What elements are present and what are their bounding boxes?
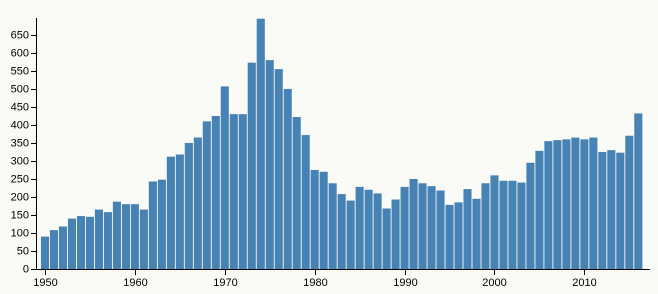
bar [58,226,68,269]
bar [40,236,50,269]
bar [436,190,445,269]
y-tick-label: 450 [11,101,29,113]
bar [589,137,598,269]
bar [535,150,544,269]
y-tick-label: 600 [11,47,29,59]
bar [355,186,364,269]
bar [337,194,346,269]
bar [472,198,481,269]
bar [382,208,391,269]
bar [166,156,175,269]
y-tick-label: 500 [11,83,29,95]
y-tick-label: 650 [11,29,29,41]
bar [328,183,337,269]
bar [553,140,562,269]
bar [220,86,229,269]
y-tick-label: 150 [11,209,29,221]
bar [247,62,256,269]
bar [625,135,634,269]
bar [67,218,77,269]
bar [202,121,211,270]
y-tick-label: 250 [11,173,29,185]
bar [634,113,643,269]
bar [580,139,589,269]
bar [364,189,373,269]
y-tick-label: 400 [11,119,29,131]
bar [85,216,94,269]
bar [148,181,157,269]
bar [301,135,310,269]
bar [184,142,193,269]
x-tick-label: 1970 [213,277,237,289]
x-tick-label: 1950 [33,277,57,289]
bar [544,141,553,269]
bar [616,152,625,269]
y-tick-label: 200 [11,191,29,203]
bar [103,212,112,269]
bar [112,201,121,269]
bar [283,88,292,269]
bar [445,204,454,269]
bar [238,114,247,270]
bar [400,186,409,269]
bar [49,230,59,269]
bar [427,186,436,269]
bar [454,202,463,269]
bar [607,150,616,269]
bar [526,162,535,269]
x-tick-label: 1960 [123,277,147,289]
x-tick-label: 2010 [572,277,596,289]
y-tick-label: 50 [17,245,29,257]
y-tick-label: 100 [11,227,29,239]
bar [481,183,490,269]
bar [598,151,607,269]
bar [562,139,571,269]
bar [76,216,85,269]
bar [139,209,148,269]
bar [175,154,184,269]
x-tick-label: 2000 [482,277,506,289]
bar [409,178,418,269]
bar [211,115,220,269]
bar [229,114,238,270]
bar [391,199,400,269]
bar [346,200,355,269]
bar [517,182,526,269]
bar [94,209,103,269]
bar [463,189,472,269]
bar [157,179,166,269]
bar [490,175,499,269]
bar [265,60,274,270]
bar [310,169,319,269]
bar [193,137,202,269]
bar [130,204,139,269]
bar [256,18,265,269]
bar [319,171,328,269]
bar [499,180,508,269]
bar [274,69,283,270]
bar [292,117,301,270]
bar [508,180,517,269]
bar [373,193,382,269]
bar [121,204,130,269]
x-tick-label: 1990 [393,277,417,289]
x-tick-label: 1980 [303,277,327,289]
y-tick-label: 0 [23,263,29,275]
y-tick-label: 550 [11,65,29,77]
bar [571,137,580,269]
y-tick-label: 300 [11,155,29,167]
bar [418,183,427,269]
y-tick-label: 350 [11,137,29,149]
